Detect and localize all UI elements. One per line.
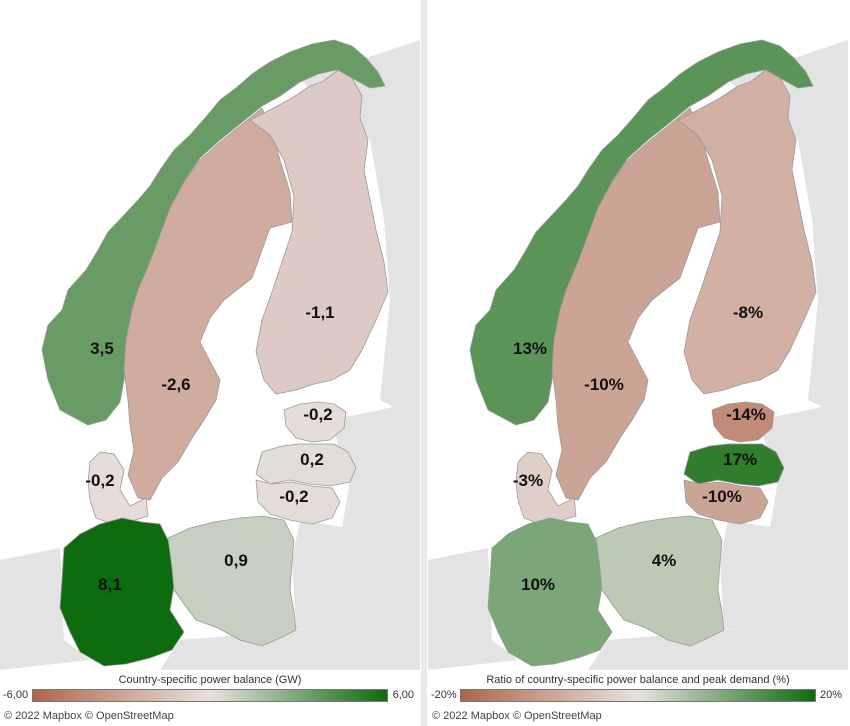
legend-max-label: 6,00 bbox=[392, 689, 414, 701]
label-estonia: -0,2 bbox=[303, 405, 332, 424]
country-estonia[interactable] bbox=[711, 401, 775, 443]
background-land bbox=[300, 40, 420, 420]
country-lithuania[interactable] bbox=[683, 479, 769, 525]
background-land bbox=[758, 400, 848, 560]
background-land bbox=[330, 400, 420, 560]
label-norway: 3,5 bbox=[90, 339, 114, 358]
panel-divider bbox=[421, 0, 427, 726]
country-latvia[interactable] bbox=[255, 443, 357, 487]
label-denmark: -3% bbox=[513, 471, 543, 490]
label-sweden: -10% bbox=[584, 375, 624, 394]
country-latvia[interactable] bbox=[683, 443, 785, 487]
label-poland: 0,9 bbox=[224, 551, 248, 570]
background-land bbox=[728, 40, 848, 420]
legend-title: Ratio of country-specific power balance … bbox=[486, 674, 790, 686]
label-denmark: -0,2 bbox=[85, 471, 114, 490]
label-latvia: 0,2 bbox=[300, 450, 324, 469]
map-attribution: © 2022 Mapbox © OpenStreetMap bbox=[432, 710, 602, 722]
map-panel-power-balance[interactable]: 3,5 -2,6 -1,1 -0,2 0,2 -0,2 -0,2 8,1 0,9 Country-… bbox=[0, 0, 420, 726]
background-land bbox=[292, 520, 420, 630]
country-poland[interactable] bbox=[595, 515, 725, 647]
choropleth-map[interactable]: 3,5 -2,6 -1,1 -0,2 0,2 -0,2 -0,2 8,1 0,9 bbox=[0, 0, 420, 670]
label-sweden: -2,6 bbox=[161, 375, 190, 394]
legend-min-label: -6,00 bbox=[3, 689, 29, 701]
legend-color-scale bbox=[32, 689, 388, 702]
label-finland: -1,1 bbox=[305, 303, 334, 322]
background-land bbox=[720, 520, 848, 630]
label-poland: 4% bbox=[652, 551, 677, 570]
choropleth-map[interactable]: 13% -10% -8% -14% 17% -10% -3% 10% 4% bbox=[428, 0, 848, 670]
background-land bbox=[428, 548, 518, 670]
country-finland[interactable] bbox=[677, 69, 817, 395]
label-estonia: -14% bbox=[726, 405, 766, 424]
background-land bbox=[0, 548, 90, 670]
legend-color-scale bbox=[460, 689, 816, 702]
country-sweden[interactable] bbox=[123, 107, 293, 501]
label-lithuania: -0,2 bbox=[279, 487, 308, 506]
label-lithuania: -10% bbox=[702, 487, 742, 506]
map-attribution: © 2022 Mapbox © OpenStreetMap bbox=[4, 710, 174, 722]
country-estonia[interactable] bbox=[283, 401, 347, 443]
country-poland[interactable] bbox=[167, 515, 297, 647]
country-germany[interactable] bbox=[59, 517, 185, 667]
label-germany: 10% bbox=[521, 575, 555, 594]
legend-min-label: -20% bbox=[431, 689, 457, 701]
country-finland[interactable] bbox=[249, 69, 389, 395]
legend-title: Country-specific power balance (GW) bbox=[118, 674, 302, 686]
country-germany[interactable] bbox=[487, 517, 613, 667]
label-finland: -8% bbox=[733, 303, 763, 322]
legend-max-label: 20% bbox=[819, 689, 842, 701]
label-germany: 8,1 bbox=[98, 575, 122, 594]
label-latvia: 17% bbox=[723, 450, 757, 469]
label-norway: 13% bbox=[513, 339, 547, 358]
country-lithuania[interactable] bbox=[255, 479, 341, 525]
country-sweden[interactable] bbox=[551, 107, 721, 501]
map-panel-ratio[interactable]: 13% -10% -8% -14% 17% -10% -3% 10% 4% Ratio of co… bbox=[428, 0, 848, 726]
